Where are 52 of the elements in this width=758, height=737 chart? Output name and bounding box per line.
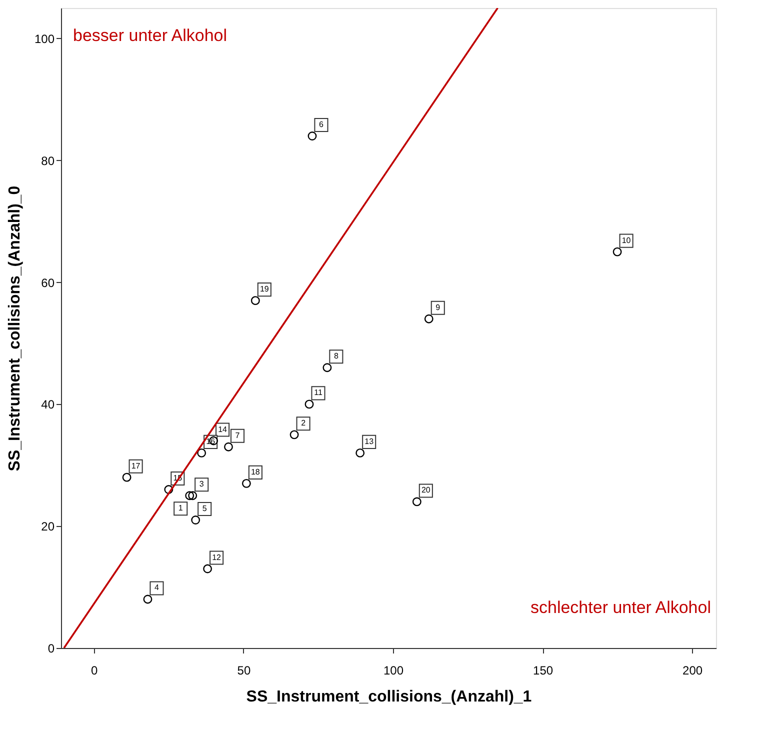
annotation: 18 — [250, 467, 260, 476]
annotation: 5 — [202, 504, 208, 513]
annotation: 17 — [131, 461, 141, 470]
annotation: 13 — [364, 436, 374, 446]
point — [242, 478, 251, 488]
y-tick-label: 60 — [41, 276, 55, 290]
annotation: schlechter unter Alkohol — [530, 598, 711, 617]
x-tick-label: 50 — [237, 664, 251, 678]
annotation: 4 — [154, 583, 160, 592]
annotation: 3 — [199, 480, 204, 489]
annotation: 2 — [301, 418, 306, 428]
point — [290, 430, 299, 440]
point — [164, 485, 174, 494]
annotation: 8 — [334, 352, 339, 361]
point — [424, 314, 434, 324]
annotation: 12 — [212, 552, 222, 562]
point — [412, 497, 422, 506]
point — [185, 491, 194, 500]
point — [224, 442, 233, 452]
y-axis-title: SS_Instrument_collisions_(Anzahl)_0 — [6, 186, 24, 472]
point — [203, 564, 212, 574]
point — [304, 400, 314, 409]
point — [143, 594, 152, 604]
point — [322, 363, 332, 372]
y-tick-label: 40 — [41, 398, 55, 412]
annotation: 11 — [314, 388, 323, 398]
point — [308, 132, 317, 140]
y-tick-label: 20 — [41, 520, 55, 534]
point — [122, 472, 132, 482]
annotation: 9 — [436, 302, 441, 312]
annotation: 20 — [421, 486, 431, 495]
point — [197, 448, 206, 458]
point — [612, 247, 622, 256]
annotation: besser unter Alkohol — [73, 26, 228, 45]
annotation: 19 — [260, 284, 270, 294]
x-tick-label: 200 — [682, 664, 703, 678]
point — [191, 516, 200, 524]
x-tick-label: 150 — [533, 664, 554, 678]
annotation: 7 — [235, 430, 240, 440]
annotation: 6 — [319, 120, 324, 129]
point — [188, 491, 198, 500]
y-tick-label: 80 — [41, 154, 55, 168]
annotation: 1 — [178, 504, 184, 513]
point — [250, 296, 260, 306]
annotation: 10 — [622, 236, 632, 245]
point — [356, 448, 365, 458]
annotation: 14 — [218, 424, 228, 434]
x-axis-title: SS_Instrument_collisions_(Anzahl)_1 — [246, 688, 532, 706]
x-tick-label: 100 — [383, 664, 404, 678]
y-tick-label: 0 — [48, 642, 55, 656]
x-tick-label: 0 — [91, 664, 98, 678]
y-tick-label: 100 — [34, 32, 55, 46]
